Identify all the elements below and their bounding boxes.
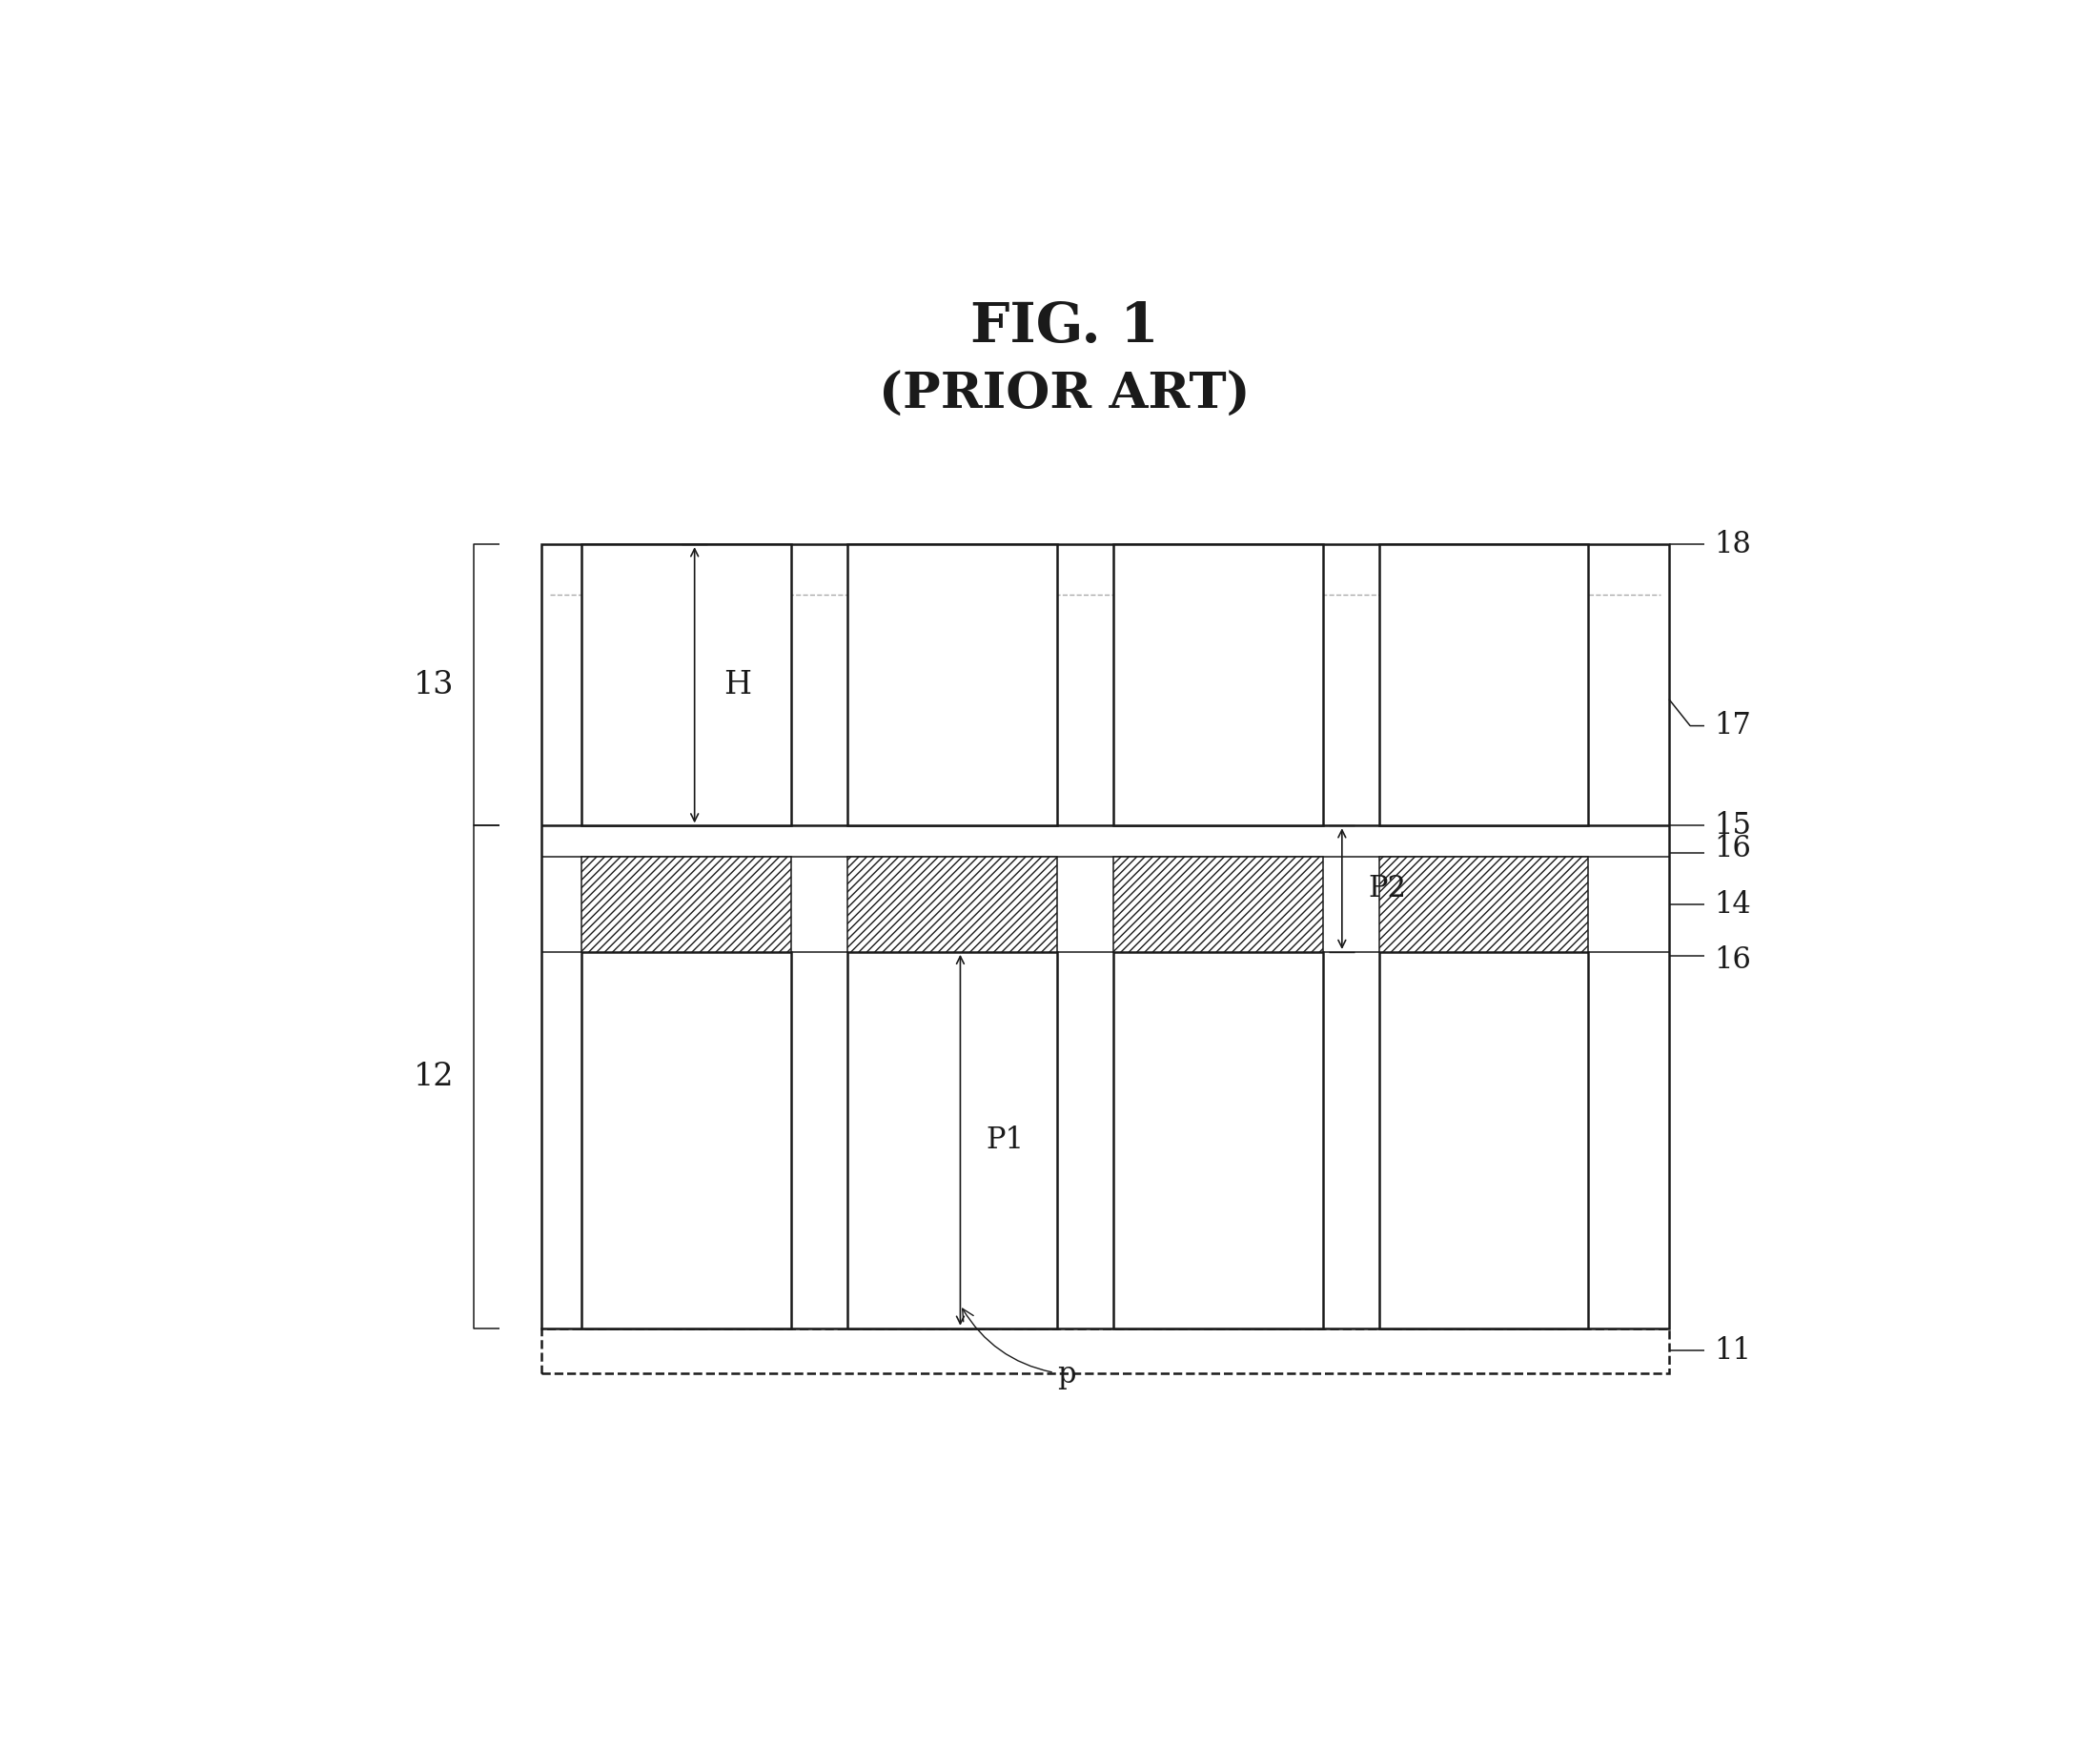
- Text: 12: 12: [414, 1062, 455, 1092]
- Text: 16: 16: [1714, 834, 1752, 864]
- Bar: [848, 545, 1058, 826]
- Text: 17: 17: [1714, 711, 1752, 741]
- Bar: [542, 545, 1669, 1328]
- Bar: [582, 953, 792, 1328]
- Text: 14: 14: [1714, 889, 1752, 919]
- Bar: [1380, 953, 1588, 1328]
- Bar: [582, 857, 792, 953]
- Text: P1: P1: [987, 1125, 1024, 1155]
- Text: 18: 18: [1714, 529, 1752, 559]
- Bar: [848, 953, 1058, 1328]
- Bar: [582, 545, 792, 826]
- Bar: [1114, 545, 1322, 826]
- Bar: [542, 1328, 1669, 1372]
- Text: 15: 15: [1714, 811, 1752, 840]
- Bar: [1380, 545, 1588, 826]
- Text: P2: P2: [1367, 873, 1407, 903]
- Text: H: H: [723, 670, 752, 700]
- Bar: [848, 857, 1058, 953]
- Text: 11: 11: [1714, 1335, 1752, 1365]
- Text: 13: 13: [414, 670, 455, 700]
- Text: p: p: [962, 1309, 1076, 1390]
- Bar: [1114, 953, 1322, 1328]
- Bar: [1114, 857, 1322, 953]
- Bar: [1380, 857, 1588, 953]
- Text: (PRIOR ART): (PRIOR ART): [879, 370, 1251, 420]
- Text: 16: 16: [1714, 946, 1752, 975]
- Text: FIG. 1: FIG. 1: [970, 300, 1160, 355]
